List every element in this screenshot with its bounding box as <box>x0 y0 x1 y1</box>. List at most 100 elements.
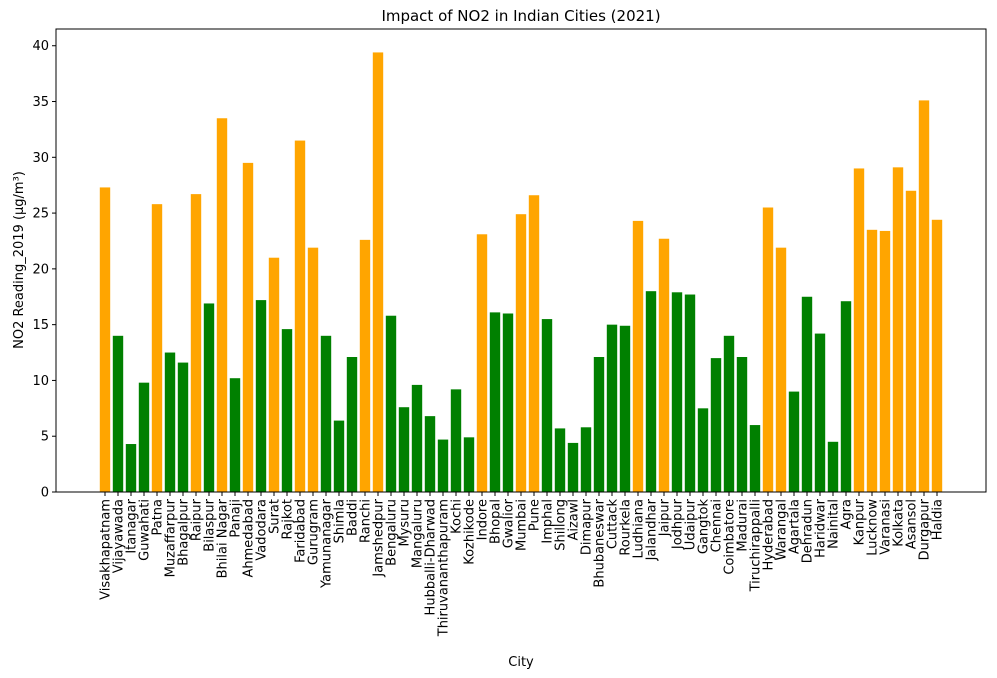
y-tick-label: 5 <box>41 430 49 445</box>
x-tick-label: Hubballi-Dharwad <box>424 499 439 615</box>
bar-madurai <box>736 357 748 492</box>
x-tick-label: Rajkot <box>281 499 296 539</box>
x-tick-label: Tiruchirappalli <box>749 499 764 592</box>
x-tick-label: Lucknow <box>866 499 881 556</box>
x-tick-label: Hyderabad <box>762 499 777 571</box>
x-tick-label: Kanpur <box>853 498 868 545</box>
bar-warangal <box>775 247 787 492</box>
bar-haridwar <box>814 333 826 492</box>
bar-itanagar <box>125 444 137 492</box>
bar-mysuru <box>398 407 410 492</box>
x-tick-label: Muzaffarpur <box>164 498 179 577</box>
x-tick-label: Chennai <box>710 499 725 552</box>
bar-surat <box>268 257 280 492</box>
bar-ahmedabad <box>242 162 254 492</box>
x-tick-label: Indore <box>476 499 491 540</box>
x-tick-label: Itanagar <box>125 498 140 553</box>
bar-bengaluru <box>385 315 397 492</box>
bar-kolkata <box>892 167 904 492</box>
x-tick-label: Durgapur <box>918 498 933 560</box>
bar-ludhiana <box>632 220 644 492</box>
bar-shillong <box>554 428 566 492</box>
x-tick-label: Panaji <box>229 499 244 538</box>
y-tick-label: 15 <box>32 318 49 333</box>
bar-pune <box>528 195 540 492</box>
bar-raipur <box>190 194 202 492</box>
bar-muzaffarpur <box>164 352 176 492</box>
bar-gangtok <box>697 408 709 492</box>
x-tick-label: Kozhikode <box>463 499 478 565</box>
y-axis-title: NO2 Reading_2019 (µg/m³) <box>12 171 27 349</box>
bar-kozhikode <box>463 437 475 492</box>
bar-lucknow <box>866 229 878 492</box>
bar-thiruvananthapuram <box>437 439 449 492</box>
x-tick-label: Aizawl <box>567 499 582 541</box>
x-tick-label: Warangal <box>775 499 790 560</box>
x-tick-label: Surat <box>268 499 283 534</box>
bar-durgapur <box>918 100 930 493</box>
x-tick-label: Jaipur <box>658 498 673 537</box>
bar-aizawl <box>567 442 579 492</box>
bar-patna <box>151 204 163 492</box>
x-tick-label: Shimla <box>333 499 348 543</box>
x-tick-label: Baddi <box>346 499 361 536</box>
bar-mumbai <box>515 214 527 492</box>
bar-agra <box>840 301 852 492</box>
x-tick-label: Kochi <box>450 499 465 534</box>
bar-dehradun <box>801 296 813 492</box>
x-tick-label: Gurugram <box>307 499 322 565</box>
y-tick-label: 0 <box>41 486 49 501</box>
y-tick-label: 25 <box>32 207 49 222</box>
x-tick-label: Nainital <box>827 499 842 549</box>
bar-yamunanagar <box>320 335 332 492</box>
x-tick-label: Cuttack <box>606 499 621 550</box>
y-tick-label: 30 <box>32 151 49 166</box>
x-tick-label: Dimapur <box>580 498 595 555</box>
y-tick-label: 40 <box>32 39 49 54</box>
x-tick-label: Visakhapatnam <box>99 499 114 600</box>
x-tick-label: Madurai <box>736 499 751 552</box>
bar-ranchi <box>359 239 371 492</box>
bar-hubballi-dharwad <box>424 416 436 492</box>
bar-chennai <box>710 358 722 492</box>
bar-jaipur <box>658 238 670 492</box>
x-tick-label: Coimbatore <box>723 499 738 575</box>
bar-imphal <box>541 319 553 492</box>
x-tick-label: Raipur <box>190 498 205 541</box>
bar-vijayawada <box>112 335 124 492</box>
x-tick-label: Bhopal <box>489 499 504 544</box>
x-tick-label: Mysuru <box>398 499 413 547</box>
x-tick-label: Mangaluru <box>411 499 426 568</box>
bar-panaji <box>229 378 241 492</box>
x-tick-label: Kolkata <box>892 499 907 547</box>
y-axis: 0 5 10 15 20 25 30 35 40 <box>32 39 56 501</box>
bar-cuttack <box>606 324 618 492</box>
x-tick-label: Guwahati <box>138 499 153 561</box>
x-tick-label: Asansol <box>905 499 920 549</box>
x-tick-label: Bilaspur <box>203 498 218 551</box>
bar-kanpur <box>853 168 865 492</box>
bar-jalandhar <box>645 291 657 492</box>
x-tick-label: Bhagalpur <box>177 498 192 565</box>
bar-kochi <box>450 389 462 492</box>
bar-haldia <box>931 219 943 492</box>
bar-agartala <box>788 391 800 492</box>
bar-baddi <box>346 357 358 492</box>
bar-bhopal <box>489 312 501 492</box>
bar-asansol <box>905 190 917 492</box>
bar-udaipur <box>684 294 696 492</box>
x-tick-label: Bhubaneswar <box>593 498 608 587</box>
y-tick-label: 20 <box>32 262 49 277</box>
bar-varanasi <box>879 230 891 492</box>
x-tick-label: Yamunanagar <box>320 498 335 589</box>
bar-indore <box>476 234 488 492</box>
x-tick-label: Bhilai Nagar <box>216 498 231 578</box>
bar-visakhapatnam <box>99 187 111 492</box>
x-tick-label: Gangtok <box>697 499 712 555</box>
bar-hyderabad <box>762 207 774 492</box>
x-tick-label: Ahmedabad <box>242 499 257 577</box>
x-tick-label: Imphal <box>541 499 556 544</box>
bar-gurugram <box>307 247 319 492</box>
bar-group <box>99 52 943 493</box>
x-tick-label: Bengaluru <box>385 499 400 566</box>
